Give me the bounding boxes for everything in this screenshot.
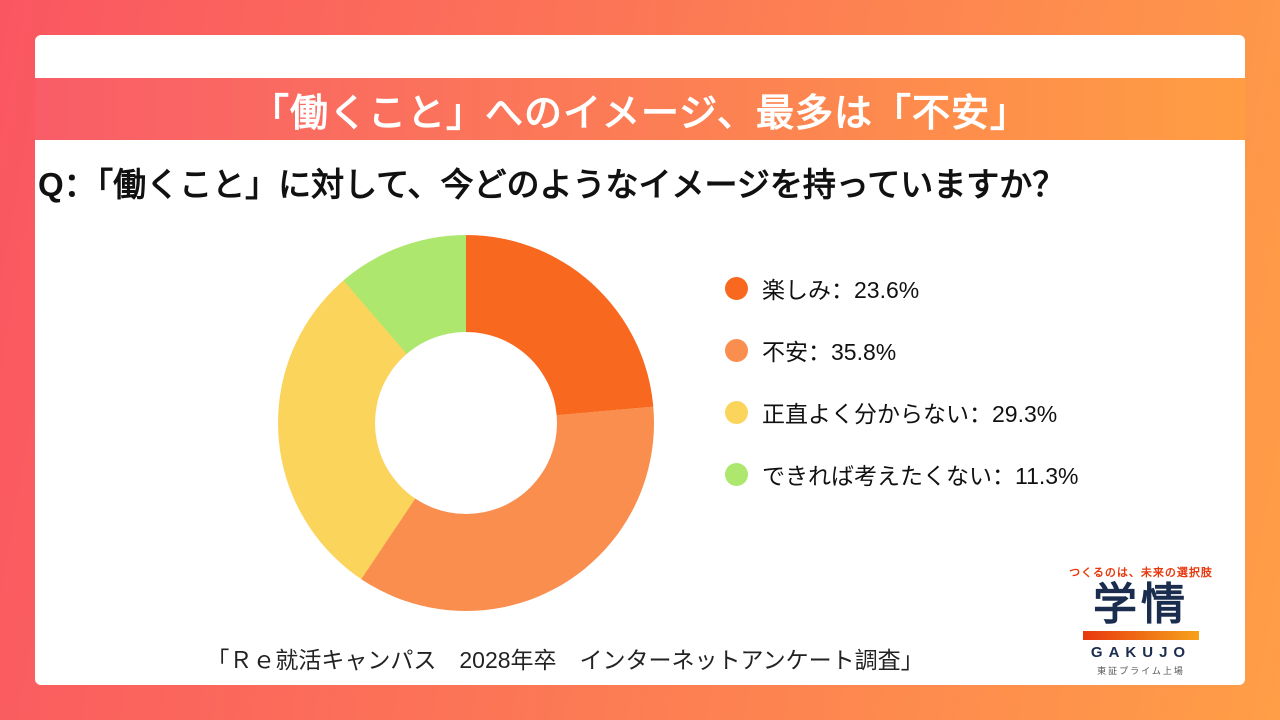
legend-item: 不安：35.8%	[725, 333, 1079, 367]
logo-wordmark: 学情	[1093, 579, 1189, 629]
legend-color-dot-icon	[725, 462, 748, 486]
logo-listing-text: 東証プライム上場	[1097, 666, 1185, 676]
legend-item: できれば考えたくない：11.3%	[725, 457, 1079, 491]
legend-label: 不安：35.8%	[762, 339, 897, 365]
legend-color-dot-icon	[725, 276, 748, 300]
logo-gradient-bar	[1083, 631, 1199, 640]
content-card: 「働くこと」へのイメージ、最多は「不安」 Q：「働くこと」に対して、今どのような…	[35, 35, 1245, 685]
headline-banner: 「働くこと」へのイメージ、最多は「不安」	[35, 78, 1245, 140]
question-text: Q：「働くこと」に対して、今どのようなイメージを持っていますか？	[38, 166, 1066, 203]
gakujo-logo: つくるのは、未来の選択肢 学情 GAKUJO 東証プライム上場	[1051, 564, 1231, 677]
donut-hole	[375, 332, 557, 514]
legend-label: できれば考えたくない：11.3%	[762, 463, 1079, 489]
legend-item: 正直よく分からない：29.3%	[725, 395, 1079, 429]
page-title: 「働くこと」へのイメージ、最多は「不安」	[250, 92, 1030, 135]
chart-legend: 楽しみ：23.6% 不安：35.8% 正直よく分からない：29.3% できれば考…	[725, 271, 1079, 491]
legend-label: 正直よく分からない：29.3%	[762, 401, 1058, 427]
donut-chart	[278, 235, 654, 611]
legend-color-dot-icon	[725, 400, 748, 424]
legend-label: 楽しみ：23.6%	[762, 277, 920, 303]
logo-tagline: つくるのは、未来の選択肢	[1069, 566, 1213, 579]
legend-color-dot-icon	[725, 338, 748, 362]
legend-item: 楽しみ：23.6%	[725, 271, 1079, 305]
logo-romaji: GAKUJO	[1090, 644, 1192, 661]
survey-source-caption: 「Ｒｅ就活キャンパス 2028年卒 インターネットアンケート調査」	[206, 647, 924, 673]
